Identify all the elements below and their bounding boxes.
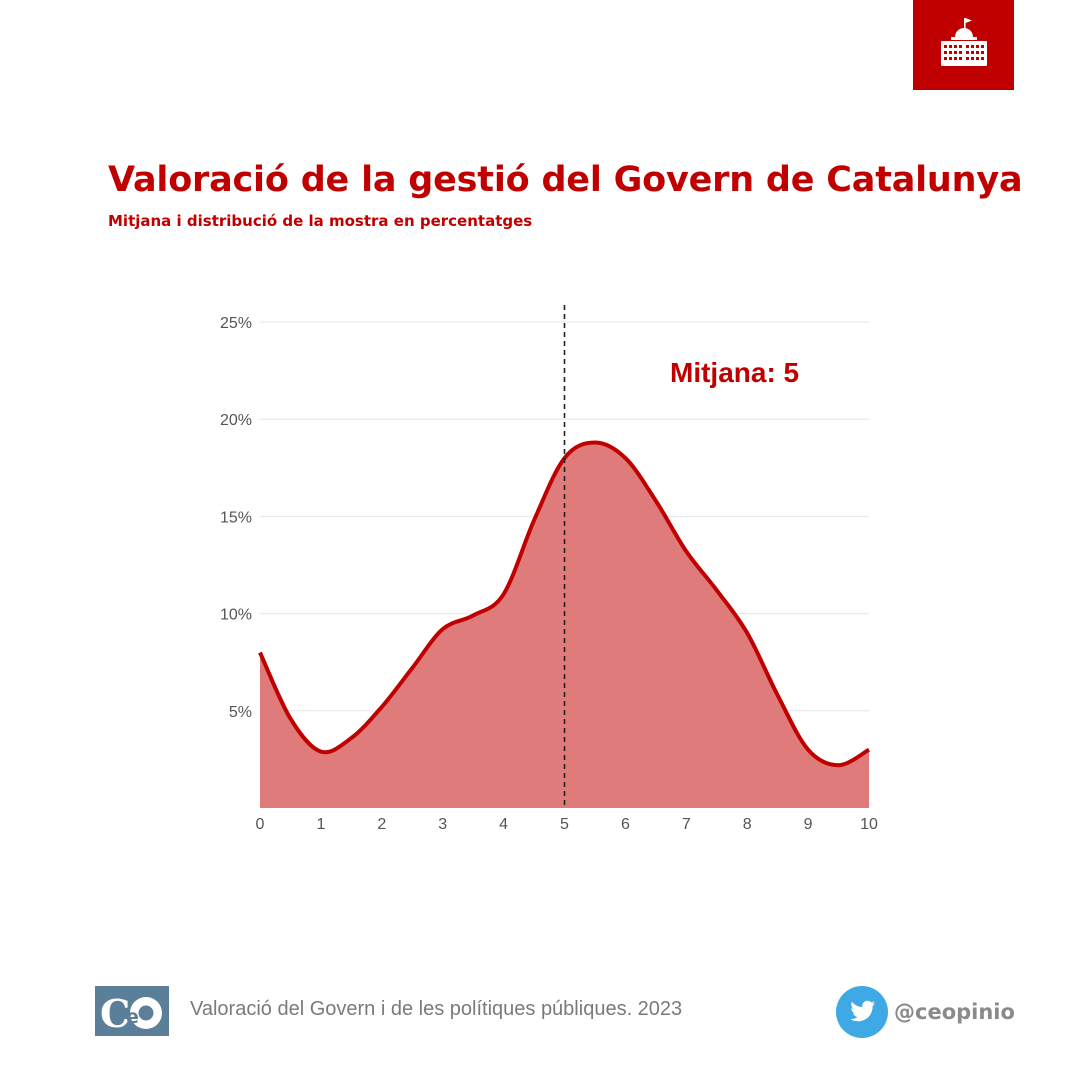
mean-annotation: Mitjana: 5	[670, 357, 799, 388]
parliament-building-icon	[941, 18, 987, 66]
x-tick-label: 7	[682, 816, 691, 833]
page-subtitle: Mitjana i distribució de la mostra en pe…	[108, 212, 533, 230]
corner-badge	[913, 0, 1014, 90]
x-tick-label: 6	[621, 816, 630, 833]
y-tick-label: 5%	[229, 704, 252, 721]
ceo-logo: C e	[95, 986, 169, 1036]
svg-text:C: C	[100, 991, 130, 1036]
page-title: Valoració de la gestió del Govern de Cat…	[108, 160, 1023, 200]
x-tick-label: 0	[256, 816, 265, 833]
x-tick-label: 3	[438, 816, 447, 833]
twitter-bird-icon[interactable]	[836, 986, 888, 1038]
y-tick-label: 15%	[220, 509, 252, 526]
y-tick-label: 20%	[220, 412, 252, 429]
x-tick-label: 9	[804, 816, 813, 833]
x-tick-label: 2	[377, 816, 386, 833]
x-tick-label: 8	[743, 816, 752, 833]
y-tick-label: 25%	[220, 315, 252, 332]
x-tick-label: 4	[499, 816, 508, 833]
svg-text:e: e	[126, 1006, 139, 1028]
x-tick-label: 5	[560, 816, 569, 833]
x-tick-label: 1	[316, 816, 325, 833]
twitter-handle[interactable]: @ceopinio	[894, 1000, 1015, 1024]
footer-source: Valoració del Govern i de les polítiques…	[190, 998, 683, 1020]
x-tick-label: 10	[860, 816, 878, 833]
y-tick-label: 10%	[220, 607, 252, 624]
distribution-area	[260, 442, 869, 808]
